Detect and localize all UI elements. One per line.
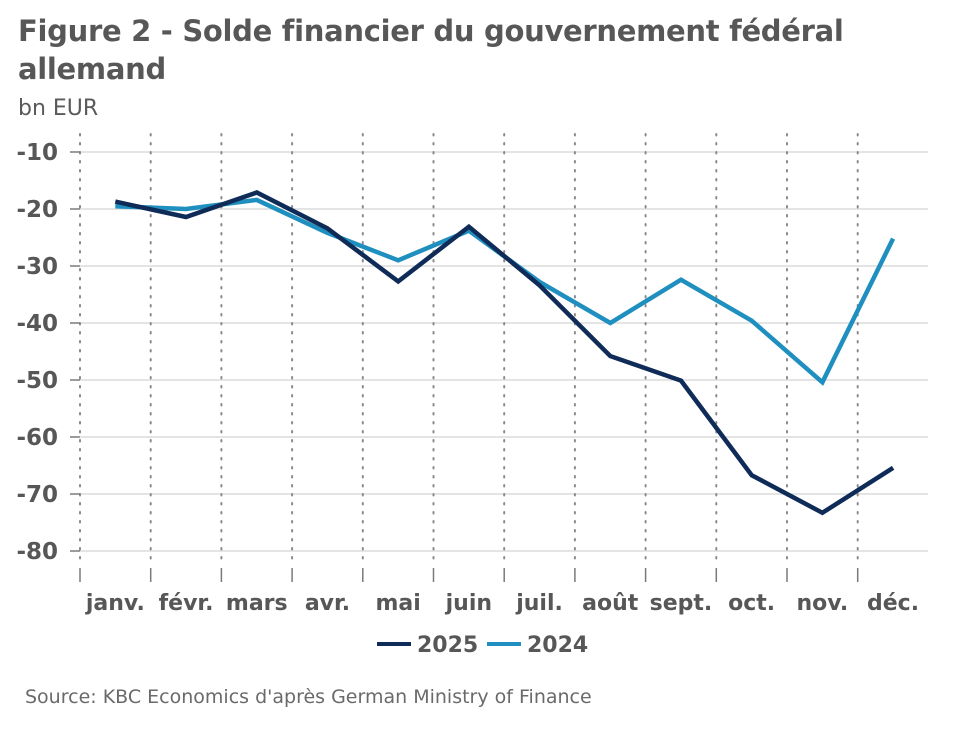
series-line-2024 bbox=[115, 197, 896, 386]
x-tick-label: déc. bbox=[867, 591, 919, 616]
x-axis: janv. févr. mars avr. mai juin juil. août sept. o… bbox=[79, 568, 919, 616]
legend-label-2024: 2024 bbox=[527, 633, 588, 658]
x-tick-label: août bbox=[582, 591, 639, 616]
y-tick-label: -60 bbox=[16, 425, 58, 451]
y-axis: -10 -20 -30 -40 -50 -60 -70 -80 bbox=[16, 140, 80, 565]
series-lines bbox=[114, 190, 896, 516]
chart-title: Figure 2 - Solde financier du gouverneme… bbox=[18, 14, 844, 86]
y-tick-label: -10 bbox=[16, 140, 58, 166]
x-tick-label: févr. bbox=[159, 591, 214, 616]
x-tick-label: avr. bbox=[305, 591, 350, 616]
y-tick-label: -80 bbox=[16, 539, 58, 565]
x-tick-label: oct. bbox=[728, 591, 775, 616]
y-tick-label: -50 bbox=[16, 368, 58, 394]
x-tick-label: mars bbox=[226, 591, 288, 616]
x-tick-label: juil. bbox=[515, 591, 563, 616]
x-tick-label: nov. bbox=[797, 591, 849, 616]
y-tick-label: -20 bbox=[16, 197, 58, 223]
x-tick-label: juin bbox=[445, 591, 492, 616]
x-tick-label: sept. bbox=[650, 591, 713, 616]
vertical-dotted-lines bbox=[79, 133, 859, 563]
unit-label: bn EUR bbox=[18, 96, 99, 121]
y-tick-label: -40 bbox=[16, 311, 58, 337]
x-tick-label: janv. bbox=[85, 591, 145, 616]
x-tick-label: mai bbox=[375, 591, 420, 616]
legend-label-2025: 2025 bbox=[417, 633, 478, 658]
source-note: Source: KBC Economics d'après German Min… bbox=[25, 686, 592, 708]
y-tick-label: -70 bbox=[16, 482, 58, 508]
y-tick-label: -30 bbox=[16, 254, 58, 280]
legend: 2025 2024 bbox=[377, 633, 588, 658]
series-line-2025 bbox=[114, 190, 895, 516]
